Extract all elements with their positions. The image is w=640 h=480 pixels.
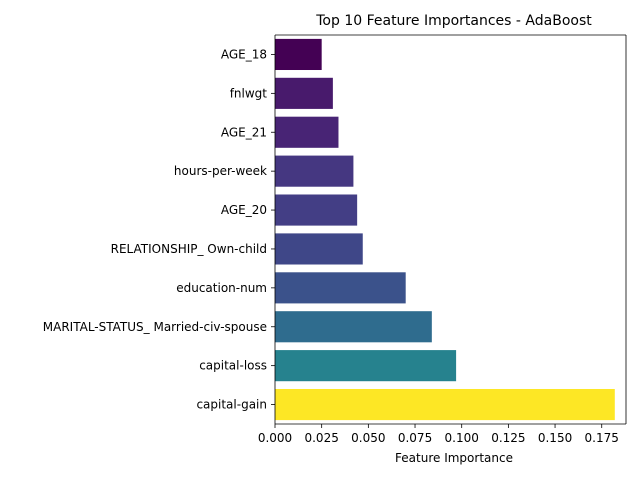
y-tick-label: capital-loss <box>199 359 267 373</box>
bar-2 <box>275 116 339 148</box>
x-tick-label: 0.075 <box>398 431 432 445</box>
bar-5 <box>275 233 363 265</box>
x-tick-label: 0.000 <box>258 431 292 445</box>
bar-7 <box>275 311 432 343</box>
y-tick-label: AGE_20 <box>221 203 267 217</box>
bar-6 <box>275 272 406 304</box>
x-tick-label: 0.175 <box>585 431 619 445</box>
y-tick-label: RELATIONSHIP_ Own-child <box>111 242 267 256</box>
bar-4 <box>275 194 358 226</box>
y-tick-label: AGE_18 <box>221 47 267 61</box>
bar-9 <box>275 388 615 421</box>
bar-0 <box>275 38 322 71</box>
x-axis-ticks: 0.000 0.025 0.050 0.075 0.100 0.125 0.150 0.175 <box>258 424 619 445</box>
y-tick-label: AGE_21 <box>221 125 267 139</box>
y-tick-label: capital-gain <box>196 398 267 412</box>
x-axis-label: Feature Importance <box>395 451 513 465</box>
y-tick-label: MARITAL-STATUS_ Married-civ-spouse <box>43 320 267 334</box>
bar-3 <box>275 155 354 187</box>
y-tick-label: fnlwgt <box>230 86 268 100</box>
y-tick-label: education-num <box>176 281 267 295</box>
bar-1 <box>275 77 333 109</box>
bar-8 <box>275 350 457 382</box>
y-tick-label: hours-per-week <box>174 164 267 178</box>
x-tick-label: 0.025 <box>304 431 338 445</box>
x-tick-label: 0.100 <box>445 431 479 445</box>
plot-frame <box>274 34 627 425</box>
chart-title: Top 10 Feature Importances - AdaBoost <box>315 13 592 29</box>
x-tick-label: 0.050 <box>351 431 385 445</box>
x-tick-label: 0.125 <box>491 431 525 445</box>
bar-series <box>275 38 615 421</box>
x-tick-label: 0.150 <box>538 431 572 445</box>
